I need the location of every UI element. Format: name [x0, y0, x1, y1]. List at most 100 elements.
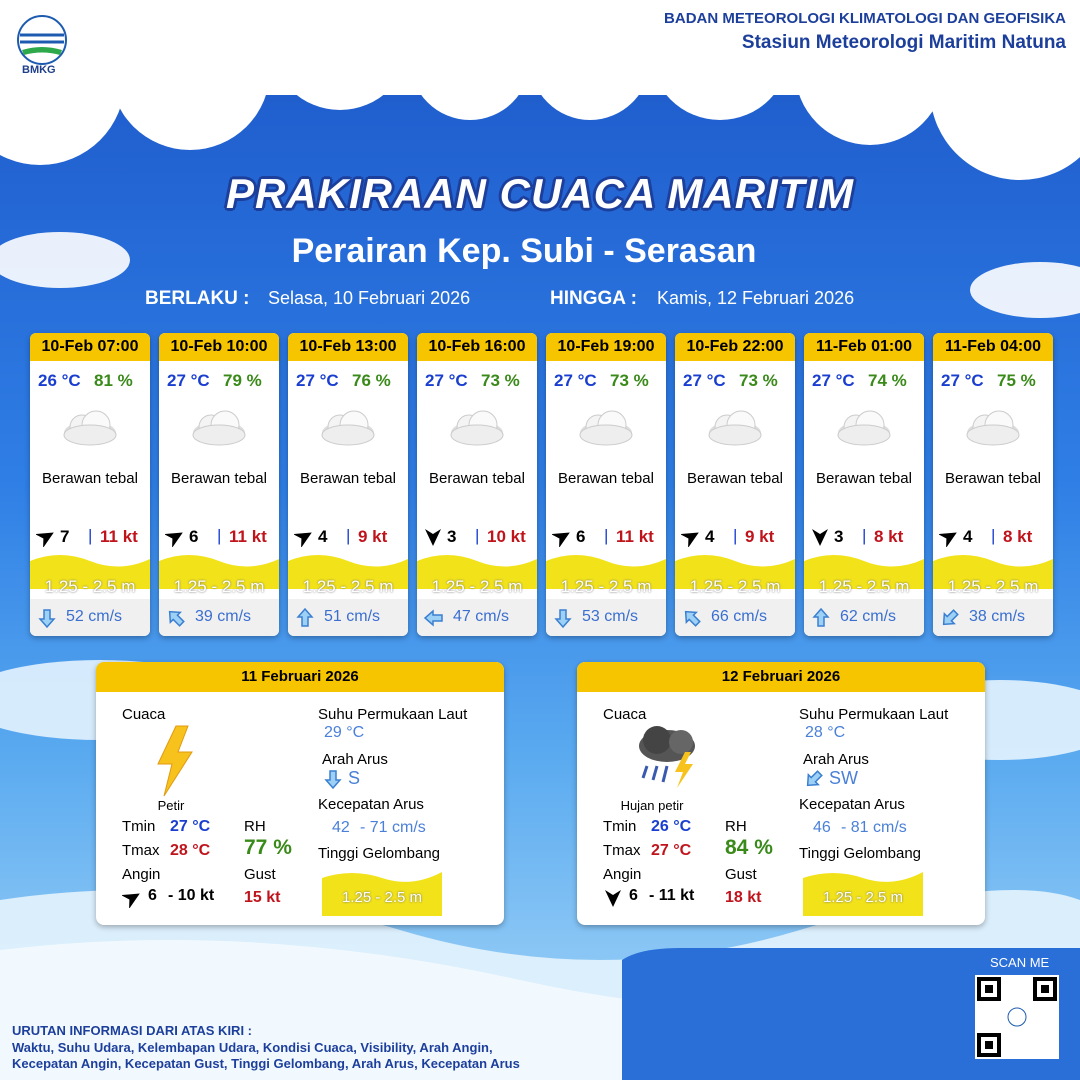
- separator: |: [475, 526, 480, 545]
- forecast-card: 10-Feb 22:00 27 °C 73 % Berawan tebal 4 | 9 kt…: [675, 333, 795, 636]
- temperature: 27 °C: [554, 371, 597, 390]
- temperature: 27 °C: [683, 371, 726, 390]
- gust: 9 kt: [358, 527, 388, 546]
- humidity: 73 %: [739, 371, 778, 390]
- wind-speed: 4: [963, 527, 973, 546]
- cloud-icon: [579, 410, 633, 446]
- forecast-card: 10-Feb 16:00 27 °C 73 % Berawan tebal 3 | 10 k…: [417, 333, 537, 636]
- current-band: 51 cm/s: [288, 599, 408, 636]
- current-speed: 51 cm/s: [324, 608, 381, 625]
- wave-band: [675, 555, 795, 589]
- separator: |: [862, 526, 867, 545]
- forecast-card: 10-Feb 07:00 26 °C 81 % Berawan tebal 7 | 11 k…: [30, 333, 150, 636]
- wave-height: 1.25 - 2.5 m: [822, 889, 904, 906]
- wind-arrow: [552, 532, 570, 547]
- current-band: 62 cm/s: [804, 599, 924, 636]
- daily-date: 12 Februari 2026: [577, 662, 985, 692]
- gust: 11 kt: [100, 527, 138, 546]
- weather-label: Cuaca: [603, 706, 647, 723]
- weather: Berawan tebal: [171, 470, 267, 487]
- tmax: 28 °C: [170, 842, 211, 859]
- wave-height: 1.25 - 2.5 m: [431, 577, 523, 596]
- gust: 18 kt: [725, 889, 762, 906]
- weather: Petir: [157, 798, 185, 813]
- current-arrow: [423, 609, 443, 627]
- separator: |: [733, 526, 738, 545]
- gust: 11 kt: [616, 527, 654, 546]
- wave-height: 1.25 - 2.5 m: [947, 577, 1039, 596]
- wind-arrow: [36, 532, 54, 547]
- wave-band: [322, 872, 442, 916]
- gust: 15 kt: [244, 889, 281, 906]
- wave-height: 1.25 - 2.5 m: [818, 577, 910, 596]
- cloud-icon: [450, 410, 504, 446]
- tmin-label: Tmin: [122, 818, 156, 835]
- weather: Berawan tebal: [42, 470, 138, 487]
- cloud-icon: [321, 410, 375, 446]
- current-arrow: [942, 609, 959, 626]
- wave-band: [933, 555, 1053, 589]
- current-speed: 53 cm/s: [582, 608, 639, 625]
- forecast-card: 11-Feb 04:00 27 °C 75 % Berawan tebal 4 | 8 kt…: [933, 333, 1053, 636]
- humidity: 76 %: [352, 371, 391, 390]
- tmin: 26 °C: [651, 818, 692, 835]
- sst-label: Suhu Permukaan Laut: [799, 706, 949, 723]
- forecast-time: 10-Feb 19:00: [546, 333, 666, 361]
- wave-band: [159, 555, 279, 589]
- from-date: Selasa, 10 Februari 2026: [268, 288, 471, 308]
- wave-height: 1.25 - 2.5 m: [302, 577, 394, 596]
- weather: Berawan tebal: [687, 470, 783, 487]
- weather: Berawan tebal: [300, 470, 396, 487]
- wave-height: 1.25 - 2.5 m: [560, 577, 652, 596]
- qr-code: [975, 975, 1059, 1059]
- cloud-icon: [63, 410, 117, 446]
- current-band: 66 cm/s: [675, 599, 795, 636]
- tmax-label: Tmax: [122, 842, 160, 859]
- wave-height: 1.25 - 2.5 m: [173, 577, 265, 596]
- daily-panel: 11 Februari 2026 Cuaca Petir Tmin 27 °C Tmax 2…: [96, 662, 504, 925]
- wave-label: Tinggi Gelombang: [318, 845, 441, 862]
- current-speed-label: Kecepatan Arus: [799, 796, 905, 813]
- forecast-time: 10-Feb 07:00: [30, 333, 150, 361]
- wind-arrow: [681, 532, 699, 547]
- humidity: 73 %: [481, 371, 520, 390]
- wind-arrow: [425, 529, 441, 546]
- forecast-card: 10-Feb 13:00 27 °C 76 % Berawan tebal 4 | 9 kt…: [288, 333, 408, 636]
- wind-speed: 4: [705, 527, 715, 546]
- cloud-icon: [192, 410, 246, 446]
- current-arrow: [684, 610, 701, 627]
- rh: 77 %: [244, 836, 292, 859]
- forecast-time: 11-Feb 04:00: [933, 333, 1053, 361]
- forecast-card: 11-Feb 01:00 27 °C 74 % Berawan tebal 3 | 8 kt…: [804, 333, 924, 636]
- forecast-time: 10-Feb 22:00: [675, 333, 795, 361]
- info-title: URUTAN INFORMASI DARI ATAS KIRI :: [12, 1023, 252, 1038]
- current-min: 42: [332, 819, 350, 836]
- wave-label: Tinggi Gelombang: [799, 845, 922, 862]
- weather: Hujan petir: [620, 798, 684, 813]
- gust-label: Gust: [244, 866, 276, 883]
- gust-label: Gust: [725, 866, 757, 883]
- current-max: - 81 cm/s: [841, 819, 907, 836]
- wave-height: 1.25 - 2.5 m: [689, 577, 781, 596]
- wave-band: [288, 555, 408, 589]
- wave-band: [417, 555, 537, 589]
- wind-max: - 11 kt: [649, 887, 695, 904]
- tmax: 27 °C: [651, 842, 692, 859]
- wave-band: [804, 555, 924, 589]
- current-speed: 47 cm/s: [453, 608, 510, 625]
- wind-speed: 6: [576, 527, 586, 546]
- humidity: 74 %: [868, 371, 907, 390]
- to-date: Kamis, 12 Februari 2026: [657, 288, 855, 308]
- humidity: 75 %: [997, 371, 1036, 390]
- cloud-icon: [708, 410, 762, 446]
- humidity: 79 %: [223, 371, 262, 390]
- current-speed: 66 cm/s: [711, 608, 768, 625]
- wave-height: 1.25 - 2.5 m: [341, 889, 423, 906]
- gust: 10 kt: [487, 527, 526, 546]
- temperature: 27 °C: [812, 371, 855, 390]
- temperature: 27 °C: [296, 371, 339, 390]
- wind-arrow: [939, 532, 957, 547]
- current-dir: S: [348, 768, 361, 788]
